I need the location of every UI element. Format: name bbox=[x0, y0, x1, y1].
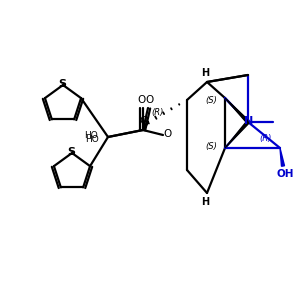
Text: (S): (S) bbox=[205, 95, 217, 104]
Text: (R): (R) bbox=[260, 134, 272, 142]
Text: (S): (S) bbox=[205, 142, 217, 151]
Text: H: H bbox=[201, 197, 209, 207]
Polygon shape bbox=[280, 148, 284, 166]
Text: HO: HO bbox=[85, 134, 99, 143]
Text: N: N bbox=[244, 116, 253, 126]
Text: O: O bbox=[138, 95, 146, 105]
Text: (R): (R) bbox=[152, 107, 164, 116]
Text: HO: HO bbox=[84, 130, 98, 140]
Text: H: H bbox=[201, 68, 209, 78]
Text: O: O bbox=[139, 116, 147, 126]
Text: OH: OH bbox=[276, 169, 294, 179]
Polygon shape bbox=[225, 98, 249, 123]
Text: O: O bbox=[145, 95, 153, 105]
Text: S: S bbox=[58, 79, 66, 89]
Polygon shape bbox=[225, 121, 249, 148]
Text: O: O bbox=[164, 129, 172, 139]
Text: S: S bbox=[67, 147, 75, 157]
